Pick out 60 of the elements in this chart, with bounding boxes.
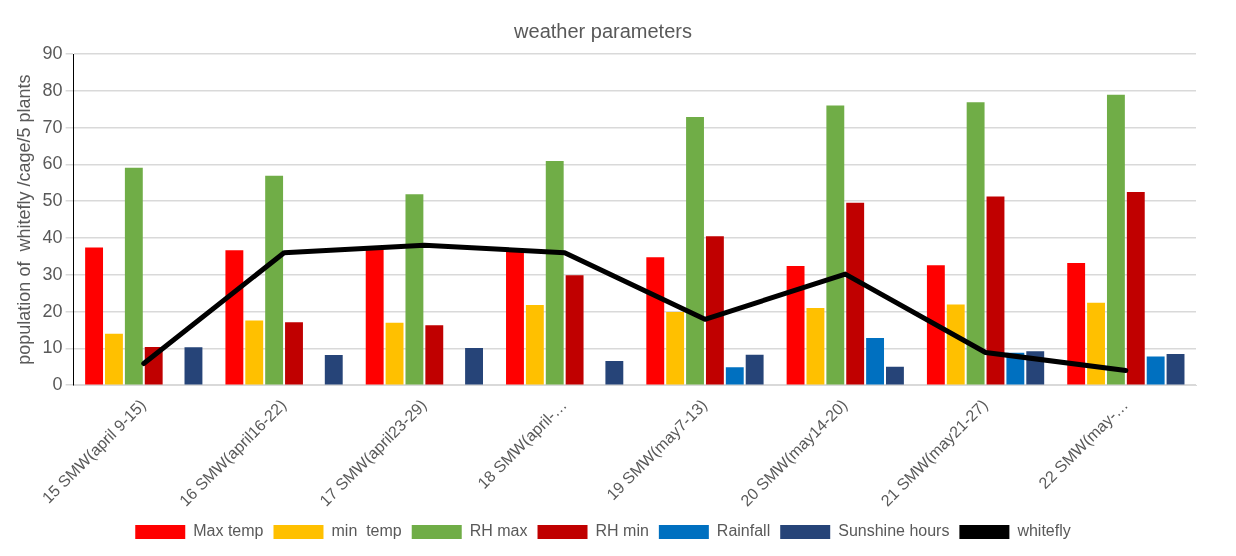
bar [105,333,123,385]
bar [705,236,724,385]
legend-label: Max temp [193,522,264,540]
bar [385,322,404,385]
y-tick-label: 20 [42,300,63,321]
bar [506,250,524,385]
bar [725,367,744,385]
bar [565,275,584,385]
bar [886,366,904,385]
bar [686,116,704,385]
bar [806,307,825,385]
bar [184,347,203,385]
bar [1126,192,1145,385]
bar [666,311,685,385]
y-tick-label: 80 [42,79,63,100]
legend-label: Sunshine hours [838,522,950,540]
legend-label: RH max [469,522,528,540]
bar [1087,302,1105,385]
bar [85,247,104,385]
bar [1166,353,1185,385]
bar [846,202,865,385]
bar [365,249,384,385]
chart-title: weather parameters [513,19,692,42]
bar [826,105,845,385]
bar [866,338,885,385]
bar [124,167,143,385]
bar [1067,263,1086,385]
bar [986,196,1005,385]
bar [1106,94,1125,385]
bar [745,354,764,385]
bar [525,304,544,385]
bar [605,360,624,385]
bar [225,250,244,385]
bar [786,265,805,385]
y-tick-label: 90 [42,42,63,63]
bar [966,102,985,385]
bar [245,320,264,385]
legend-label: whitefly [1016,522,1071,540]
y-tick-label: 0 [52,374,63,395]
bar [646,257,665,385]
y-tick-label: 10 [42,337,63,358]
bar [1146,356,1165,385]
bar [285,322,303,385]
y-tick-label: 40 [42,226,63,247]
bar [425,325,444,385]
legend-label: Rainfall [716,522,771,540]
y-tick-label: 70 [42,116,63,137]
y-tick-label: 60 [42,153,63,174]
bar [946,304,965,385]
y-tick-label: 30 [42,263,63,284]
bar [926,265,945,385]
y-axis-title: population of whitefly /cage/5 plants [13,74,34,365]
y-tick-label: 50 [42,190,63,211]
bar [405,194,424,385]
bar [265,175,284,385]
legend-label: RH min [595,522,649,540]
legend-label: min temp [331,522,402,540]
bar [545,161,564,385]
bar [465,348,483,385]
bar [324,355,343,385]
